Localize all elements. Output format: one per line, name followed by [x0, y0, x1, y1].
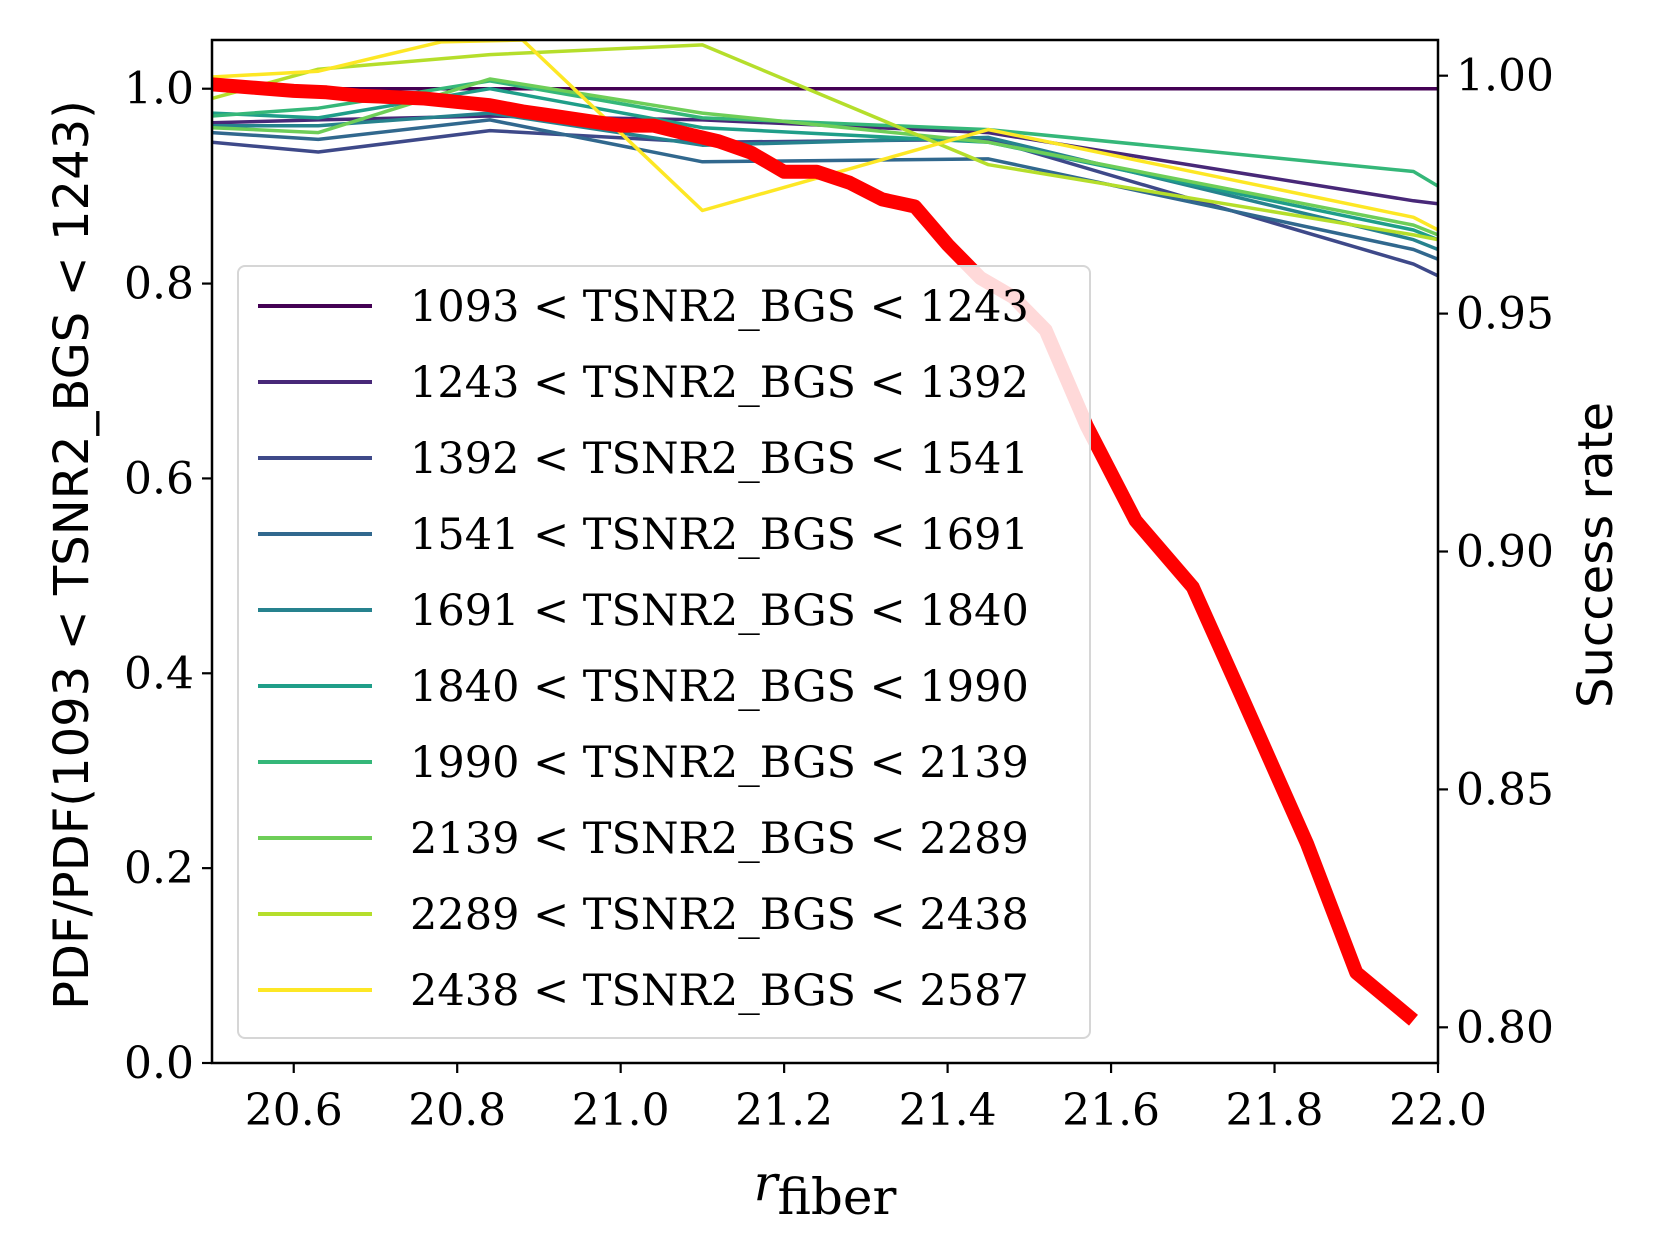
series-line-1	[212, 114, 1438, 206]
x-axis-title: rfiber	[754, 1154, 897, 1226]
y-axis-left: 0.0 0.2 0.4 0.6 0.8 1.0	[124, 64, 212, 1089]
y-axis-left-title: PDF/PDF(1093 < TSNR2_BGS < 1243)	[44, 100, 100, 1010]
series-line-6	[212, 79, 1438, 188]
legend-label: 2289 < TSNR2_BGS < 2438	[410, 890, 1029, 940]
legend-label: 1243 < TSNR2_BGS < 1392	[410, 358, 1029, 408]
x-axis-title-sub: fiber	[778, 1168, 897, 1226]
legend-label: 1541 < TSNR2_BGS < 1691	[410, 510, 1029, 560]
x-tick-label: 21.6	[1062, 1085, 1160, 1136]
x-tick-label: 21.8	[1226, 1085, 1324, 1136]
y-axis-right: 0.80 0.85 0.90 0.95 1.00	[1438, 51, 1554, 1053]
series-line-4	[212, 111, 1438, 252]
series-line-2	[212, 128, 1438, 278]
x-tick-label: 21.0	[572, 1085, 670, 1136]
legend-label: 2438 < TSNR2_BGS < 2587	[410, 966, 1029, 1016]
x-tick-label: 21.4	[899, 1085, 997, 1136]
legend-frame	[237, 265, 1091, 1039]
y-left-tick-label: 0.6	[124, 453, 194, 504]
legend-label: 1990 < TSNR2_BGS < 2139	[410, 738, 1029, 788]
success-rate-line	[212, 77, 1418, 1026]
x-tick-label: 20.6	[245, 1085, 343, 1136]
series-layer	[212, 40, 1438, 278]
y-left-tick-label: 1.0	[124, 64, 194, 115]
legend-label: 2139 < TSNR2_BGS < 2289	[410, 814, 1029, 864]
y-left-tick-label: 0.0	[124, 1038, 194, 1089]
x-tick-label: 21.2	[735, 1085, 833, 1136]
success-layer	[212, 77, 1418, 1026]
y-right-tick-label: 0.85	[1456, 764, 1554, 815]
series-line-5	[212, 86, 1438, 242]
y-right-tick-label: 0.80	[1456, 1002, 1554, 1053]
legend-label: 1093 < TSNR2_BGS < 1243	[410, 282, 1029, 332]
x-tick-label: 22.0	[1389, 1085, 1487, 1136]
series-line-3	[212, 118, 1438, 261]
series-line-7	[212, 77, 1438, 237]
y-axis-right-title: Success rate	[1568, 402, 1624, 708]
x-axis-title-var: r	[754, 1154, 781, 1212]
y-left-tick-label: 0.2	[124, 843, 194, 894]
y-right-tick-label: 1.00	[1456, 51, 1554, 102]
series-line-8	[212, 43, 1438, 242]
y-right-tick-label: 0.95	[1456, 289, 1554, 340]
y-left-tick-label: 0.8	[124, 259, 194, 310]
x-tick-label: 20.8	[408, 1085, 506, 1136]
legend-label: 1840 < TSNR2_BGS < 1990	[410, 662, 1029, 712]
y-right-tick-label: 0.90	[1456, 527, 1554, 578]
y-left-tick-label: 0.4	[124, 648, 194, 699]
legend-label: 1392 < TSNR2_BGS < 1541	[410, 434, 1029, 484]
legend-label: 1691 < TSNR2_BGS < 1840	[410, 586, 1029, 636]
x-axis: 20.6 20.8 21.0 21.2 21.4 21.6 21.8 22.0	[245, 1063, 1487, 1136]
legend: 1093 < TSNR2_BGS < 1243 1243 < TSNR2_BGS …	[237, 265, 1091, 1039]
